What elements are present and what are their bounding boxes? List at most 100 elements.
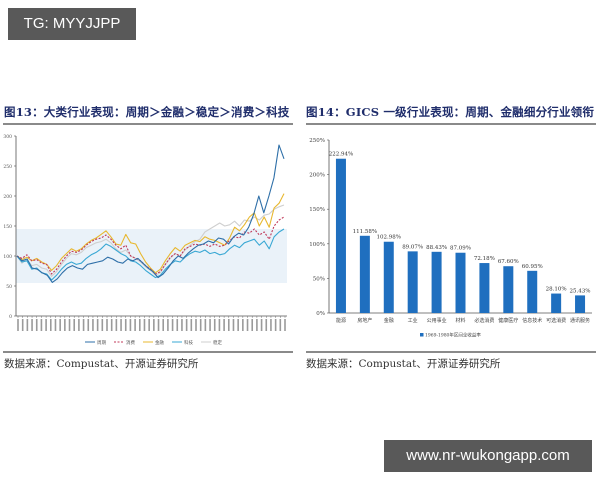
y-tick-label: 250: [3, 164, 12, 170]
x-tick-label: [237, 319, 239, 331]
x-tick-label: [134, 319, 136, 331]
x-category-label: 健康医疗: [498, 317, 518, 324]
y-tick-label: 100%: [309, 242, 325, 248]
bar-value-label: 28.10%: [546, 287, 567, 293]
line-chart-legend: 周期 消费 金融 科技 稳定: [85, 339, 222, 346]
x-category-label: 信息技术: [522, 317, 542, 324]
x-tick-label: [181, 319, 183, 331]
legend-label: 科技: [184, 339, 193, 346]
x-tick-label: [232, 319, 235, 331]
x-tick-label: [209, 319, 211, 331]
x-tick-label: [199, 319, 202, 331]
x-tick-label: [218, 319, 221, 331]
x-tick-label: [227, 319, 230, 331]
x-tick-label: [167, 319, 169, 331]
x-tick-label: [54, 319, 57, 331]
x-tick-label: [190, 319, 193, 331]
x-tick-label: [124, 319, 127, 331]
bar-公用事业: [431, 251, 442, 313]
x-tick-label: [21, 319, 24, 331]
bar-value-label: 222.94%: [329, 152, 353, 158]
bar-value-label: 89.07%: [402, 244, 423, 250]
x-category-label: 材料: [455, 317, 465, 324]
bar-必选消费: [479, 263, 490, 313]
x-category-label: 能源: [336, 317, 346, 324]
bar-材料: [455, 252, 466, 313]
x-tick-label: [26, 319, 29, 331]
y-tick-label: 250%: [309, 138, 325, 144]
x-tick-label: [153, 319, 155, 331]
bar-value-label: 60.95%: [522, 264, 543, 270]
x-tick-label: [59, 319, 61, 331]
legend-label: 1969-1980年区间全收益率: [425, 332, 481, 339]
bar-value-label: 72.18%: [474, 256, 495, 262]
x-tick-label: [78, 319, 80, 331]
x-tick-label: [274, 319, 277, 331]
y-tick-label: 200: [3, 194, 12, 200]
x-tick-label: [120, 319, 122, 331]
x-tick-label: [96, 319, 99, 331]
x-tick-label: [242, 319, 244, 331]
x-tick-label: [162, 319, 165, 331]
x-tick-label: [246, 319, 249, 331]
bar-value-label: 102.98%: [377, 235, 401, 241]
series-line-周期: [16, 144, 285, 283]
x-tick-label: [251, 319, 254, 331]
legend-label: 金融: [155, 339, 164, 346]
bar-value-label: 88.43%: [426, 245, 447, 251]
y-tick-label: 150: [3, 224, 12, 230]
x-tick-label: [17, 319, 19, 331]
x-tick-label: [185, 319, 188, 331]
bar-工业: [407, 251, 418, 313]
bar-value-label: 67.60%: [498, 259, 519, 265]
bar-房地产: [359, 235, 370, 313]
bar-金融: [383, 241, 394, 313]
y-tick-label: 150%: [309, 207, 325, 213]
y-tick-label: 0%: [316, 311, 325, 317]
x-category-label: 工业: [408, 317, 418, 324]
x-tick-label: [115, 319, 118, 331]
bar-健康医疗: [503, 266, 514, 313]
x-tick-label: [64, 319, 66, 331]
x-tick-label: [260, 319, 263, 331]
y-tick-label: 200%: [309, 173, 325, 179]
bar-能源: [335, 158, 346, 313]
x-category-label: 金融: [384, 317, 394, 324]
series-line-科技: [16, 228, 285, 281]
x-tick-label: [176, 319, 179, 331]
right-source-divider: [306, 351, 596, 353]
left-source-divider: [3, 351, 293, 353]
x-tick-label: [92, 319, 94, 331]
left-title-divider: [3, 123, 293, 125]
x-tick-label: [40, 319, 43, 331]
y-tick-label: 100: [3, 254, 12, 260]
x-tick-label: [270, 319, 272, 331]
x-tick-label: [171, 319, 174, 331]
x-tick-label: [35, 319, 38, 331]
left-chart-title: 图13：大类行业表现：周期＞金融＞稳定＞消费＞科技: [4, 105, 290, 119]
x-tick-label: [49, 319, 52, 331]
x-tick-label: [213, 319, 216, 331]
bar-value-label: 111.58%: [353, 229, 377, 235]
x-category-label: 可选消费: [546, 317, 566, 324]
x-tick-label: [195, 319, 197, 331]
x-tick-label: [138, 319, 141, 331]
x-tick-label: [106, 319, 108, 331]
legend-label: 消费: [126, 339, 135, 346]
series-line-金融: [16, 193, 285, 274]
bar-信息技术: [527, 270, 538, 313]
y-tick-label: 300: [3, 134, 12, 140]
y-tick-label: 50: [6, 284, 12, 290]
x-tick-label: [110, 319, 113, 331]
x-tick-label: [223, 319, 225, 331]
gics-bar-chart: 0% 50% 100% 150% 200% 250% 222.94% 能源 111.58% 房地产…: [309, 138, 592, 339]
x-tick-label: [279, 319, 282, 331]
x-tick-label: [143, 319, 146, 331]
watermark-bottom: www.nr-wukongapp.com: [384, 440, 592, 472]
x-category-label: 通讯服务: [570, 317, 590, 324]
x-tick-label: [157, 319, 160, 331]
legend-label: 周期: [97, 340, 106, 346]
x-tick-label: [87, 319, 90, 331]
x-tick-label: [284, 319, 286, 331]
bar-value-label: 25.43%: [570, 288, 591, 294]
